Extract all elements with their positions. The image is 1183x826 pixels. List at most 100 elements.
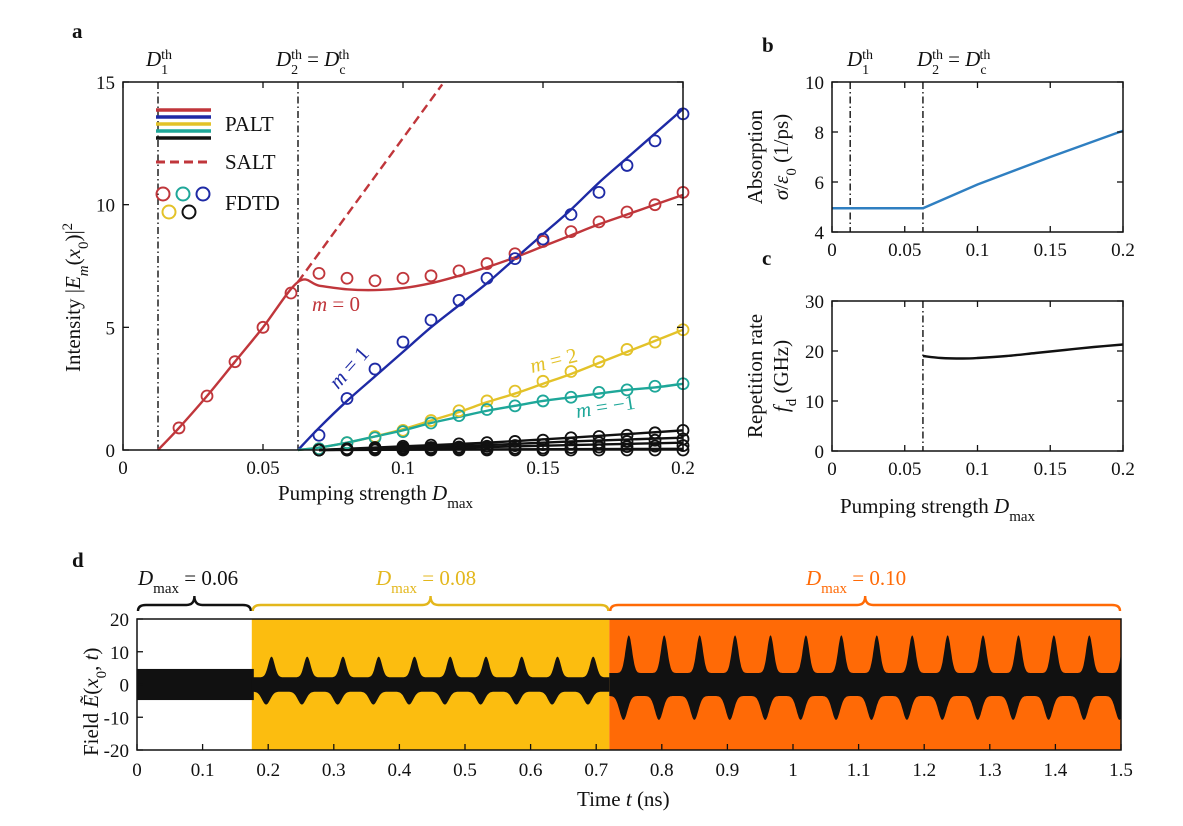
fdtd-marker-fdtd-m-3 — [564, 431, 578, 445]
mode-label-m1: m = 1 — [324, 342, 374, 394]
fdtd-marker-fdtd-m-1 — [424, 313, 438, 327]
panel-b-xtick-label: 0 — [827, 240, 837, 261]
legend-circle-black — [181, 204, 197, 220]
panel-c-xtick-label: 0.2 — [1111, 459, 1135, 480]
panel-b-xtick-label: 0.2 — [1111, 240, 1135, 261]
fdtd-marker-fdtd-m-4 — [592, 436, 606, 450]
series-line-salt — [297, 83, 444, 283]
fdtd-marker-fdtd-m-1 — [452, 293, 466, 307]
panel-d-ytick-label: 20 — [110, 610, 129, 631]
field-signal-0-10 — [609, 635, 1121, 720]
fdtd-marker-fdtd-m-1 — [340, 392, 354, 405]
fdtd-marker-fdtd-m-1 — [592, 385, 606, 399]
mode-label-m0: m = 0 — [312, 292, 360, 316]
panel-d-ytick-label: -10 — [104, 708, 129, 729]
fdtd-marker-fdtd-m-3 — [508, 435, 522, 448]
panel-d-xtick-label: 0.3 — [322, 760, 346, 781]
panel-b-ylabel-1: Absorption — [743, 109, 767, 204]
repetition-rate-line — [922, 343, 1124, 360]
panel-a: 0 0.05 0.1 0.15 0.2 0 5 10 15 D1th D2th = Dcth PA… — [60, 47, 695, 512]
panel-a-ytick-label: 10 — [96, 196, 115, 217]
fdtd-marker-fdtd-m-0 — [396, 271, 410, 285]
fdtd-marker-fdtd-m-4 — [648, 433, 662, 447]
panel-d-xtick-label: 1.1 — [847, 760, 871, 781]
segment-brace-2 — [609, 595, 1122, 612]
panel-c-ylabel-1: Repetition rate — [743, 314, 767, 438]
fdtd-marker-fdtd-m-1 — [564, 208, 578, 221]
panel-c-xtick-label: 0.1 — [966, 459, 990, 480]
panel-a-ytick-label: 5 — [106, 318, 116, 339]
fdtd-marker-fdtd-m-2 — [480, 394, 494, 408]
fdtd-marker-fdtd-m-1 — [452, 409, 466, 423]
fdtd-marker-fdtd-m-0 — [200, 389, 214, 403]
fdtd-marker-fdtd-m-0 — [592, 215, 606, 229]
fdtd-marker-fdtd-m-1 — [424, 416, 438, 430]
panel-d-xtick-label: 1.2 — [912, 760, 936, 781]
panel-b-threshold-1-label: D1th — [846, 47, 873, 78]
fdtd-marker-fdtd-m-0 — [564, 225, 578, 239]
fdtd-marker-fdtd-m-1 — [396, 425, 410, 439]
panel-d-ylabel: Field Ẽ(x0, t) — [79, 648, 110, 756]
panel-d-xtick-label: 0.6 — [519, 760, 543, 781]
fdtd-marker-fdtd-m-1 — [340, 436, 354, 450]
fdtd-marker-fdtd-m-1 — [648, 134, 662, 148]
field-signal-0-06 — [137, 668, 254, 701]
fdtd-marker-fdtd-m-2 — [648, 335, 662, 349]
panel-label-a: a — [72, 19, 83, 43]
segment-brace-0 — [136, 595, 252, 612]
legend-label-salt: SALT — [225, 150, 276, 174]
fdtd-marker-fdtd-m-1 — [312, 428, 326, 442]
panel-d-xtick-label: 1.5 — [1109, 760, 1133, 781]
fdtd-marker-fdtd-m-1 — [620, 159, 634, 172]
panel-a-xtick-label: 0.05 — [246, 458, 279, 479]
fdtd-marker-fdtd-m-0 — [424, 269, 438, 283]
panel-c-ytick-label: 30 — [805, 292, 824, 313]
fdtd-marker-fdtd-m-2 — [592, 355, 606, 369]
fdtd-marker-fdtd-m-1 — [508, 252, 522, 266]
panel-d: 0 0.1 0.2 0.3 0.4 0.5 0.6 0.7 0.8 0.9 1 1.1 1.2 1.3 1.… — [79, 566, 1133, 811]
fdtd-marker-fdtd-m-3 — [480, 436, 494, 450]
panel-a-ytick-label: 0 — [106, 441, 116, 462]
fdtd-marker-fdtd-m-1 — [480, 403, 494, 416]
fdtd-marker-fdtd-m-1 — [648, 379, 662, 393]
segment-label-0-06: Dmax = 0.06 — [137, 566, 238, 597]
panel-d-xtick-label: 0 — [132, 760, 142, 781]
panel-d-xtick-label: 0.2 — [256, 760, 280, 781]
panel-c-frame — [831, 300, 1124, 452]
segment-label-0-08: Dmax = 0.08 — [375, 566, 476, 597]
fdtd-marker-fdtd-m-0 — [620, 205, 634, 219]
panel-a-legend: PALT SALT FDTD — [155, 108, 280, 220]
fdtd-marker-fdtd-m-0 — [508, 247, 522, 261]
panel-d-ytick-label: 0 — [120, 676, 130, 697]
panel-a-xtick-label: 0.1 — [391, 458, 415, 479]
fdtd-marker-fdtd-m-0 — [452, 264, 466, 278]
panel-d-xtick-label: 0.4 — [388, 760, 412, 781]
series-line-m-0-palt — [157, 193, 684, 451]
fdtd-marker-fdtd-m-0 — [312, 266, 326, 280]
panel-a-xtick-label: 0 — [118, 458, 128, 479]
fdtd-marker-fdtd-m-1 — [620, 383, 634, 397]
panel-b-ylabel-2: σ/ε0 (1/ps) — [769, 114, 800, 200]
panel-b-frame — [831, 81, 1124, 233]
panel-b-threshold-2-label: D2th = Dcth — [916, 47, 990, 78]
fdtd-marker-fdtd-m-2 — [452, 404, 466, 418]
fdtd-marker-fdtd-m-0 — [256, 320, 270, 334]
fdtd-marker-fdtd-m-2 — [564, 365, 578, 378]
panel-c-ytick-label: 20 — [805, 342, 824, 363]
fdtd-marker-fdtd-m-1 — [536, 394, 550, 408]
panel-a-xtick-label: 0.15 — [526, 458, 559, 479]
segment-brace-1 — [251, 595, 610, 612]
panel-d-xtick-label: 1 — [788, 760, 798, 781]
fdtd-marker-fdtd-m-0 — [340, 271, 354, 285]
legend-circle-blue — [195, 186, 211, 202]
panel-d-xtick-label: 0.7 — [584, 760, 608, 781]
panel-c-ytick-label: 0 — [815, 442, 825, 463]
panel-label-c: c — [762, 246, 771, 270]
panel-b-xtick-label: 0.1 — [966, 240, 990, 261]
panel-a-xlabel: Pumping strength Dmax — [278, 481, 474, 512]
panel-c-xlabel: Pumping strength Dmax — [840, 494, 1036, 525]
panel-a-xtick-label: 0.2 — [671, 458, 695, 479]
panel-d-xtick-label: 0.8 — [650, 760, 674, 781]
fdtd-marker-fdtd-m-1 — [592, 185, 606, 199]
